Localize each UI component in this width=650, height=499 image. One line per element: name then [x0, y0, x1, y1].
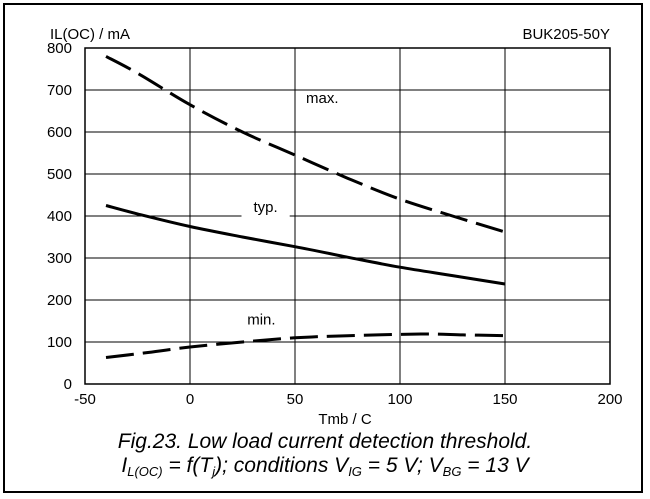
y-tick-label: 100 — [47, 334, 72, 351]
x-tick-label: 0 — [186, 391, 194, 408]
y-tick-label: 600 — [47, 124, 72, 141]
caption-text-c: = 5 V; V — [361, 454, 443, 477]
y-tick-label: 700 — [47, 82, 72, 99]
caption-sub-bg: BG — [442, 464, 462, 479]
x-axis-label: Tmb / C — [318, 411, 372, 428]
series-line-max — [105, 55, 506, 234]
caption-symbol-i: I — [121, 454, 128, 477]
series-label-typ: typ. — [254, 199, 278, 216]
caption-text-a: = f(T — [162, 454, 213, 477]
y-tick-label: 300 — [47, 250, 72, 267]
caption-sub-j: j — [212, 464, 216, 479]
caption-text-d: = 13 V — [461, 454, 529, 477]
curves — [105, 55, 506, 359]
series-line-min — [105, 332, 506, 359]
series-line-typ — [105, 204, 506, 286]
caption-text-b: ); conditions V — [215, 454, 349, 477]
series-label-min: min. — [247, 311, 275, 328]
series-label-max: max. — [306, 90, 339, 107]
x-tick-label: -50 — [74, 391, 96, 408]
caption-sub-loc: L(OC) — [127, 464, 163, 479]
series-labels: max. typ. min. — [241, 90, 339, 328]
y-tick-label: 800 — [47, 40, 72, 57]
x-tick-label: 200 — [597, 391, 622, 408]
series-label-mask — [241, 197, 290, 217]
caption-sub-ig: IG — [348, 464, 362, 479]
figure-frame — [3, 3, 643, 493]
x-tick-label: 150 — [492, 391, 517, 408]
caption-line-1: Fig.23. Low load current detection thres… — [117, 430, 533, 453]
x-tick-label: 50 — [287, 391, 304, 408]
y-tick-label: 200 — [47, 292, 72, 309]
y-tick-label: 400 — [47, 208, 72, 225]
y-tick-label: 0 — [64, 376, 72, 393]
y-tick-label: 500 — [47, 166, 72, 183]
y-axis-label: IL(OC) / mA — [50, 26, 130, 43]
x-tick-label: 100 — [387, 391, 412, 408]
grid — [84, 47, 611, 385]
part-number-label: BUK205-50Y — [522, 26, 610, 43]
caption-line-2: IL(OC) = f(Tj); conditions VIG = 5 V; VB… — [0, 454, 650, 484]
